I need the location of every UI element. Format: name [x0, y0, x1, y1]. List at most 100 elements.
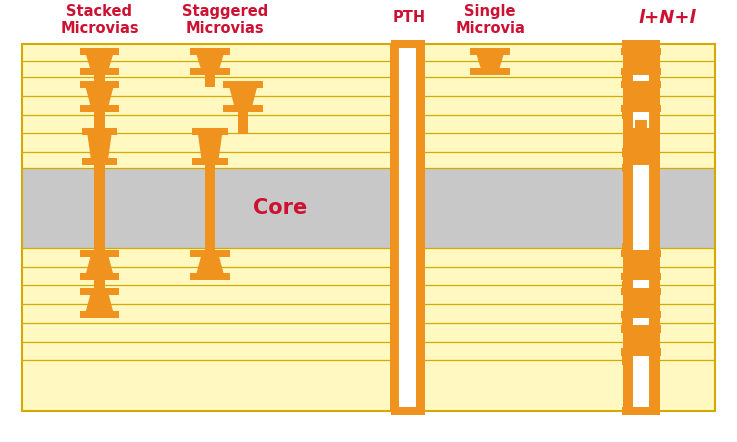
- Bar: [80, 105, 119, 112]
- Bar: [192, 128, 228, 135]
- Bar: [623, 44, 633, 411]
- Bar: [82, 158, 117, 165]
- Polygon shape: [229, 84, 257, 109]
- Polygon shape: [627, 328, 655, 353]
- Bar: [22, 44, 715, 411]
- Bar: [622, 281, 660, 290]
- Bar: [621, 311, 661, 318]
- Bar: [633, 355, 649, 366]
- Bar: [399, 44, 416, 411]
- Bar: [621, 288, 661, 295]
- Bar: [391, 149, 425, 156]
- Polygon shape: [196, 253, 224, 278]
- Polygon shape: [196, 51, 224, 72]
- Bar: [624, 158, 659, 165]
- Bar: [621, 105, 661, 112]
- Bar: [192, 158, 228, 165]
- Bar: [470, 48, 510, 55]
- Bar: [622, 356, 660, 365]
- Bar: [205, 165, 215, 250]
- Polygon shape: [85, 51, 113, 72]
- Bar: [635, 318, 647, 325]
- Bar: [633, 317, 649, 328]
- Bar: [391, 40, 425, 48]
- Bar: [223, 105, 263, 112]
- Bar: [399, 163, 416, 173]
- Bar: [399, 148, 416, 157]
- Bar: [633, 242, 649, 253]
- Bar: [22, 77, 715, 115]
- Bar: [391, 73, 425, 81]
- Bar: [22, 248, 715, 285]
- Bar: [622, 40, 660, 48]
- Bar: [391, 281, 425, 289]
- Polygon shape: [476, 51, 504, 72]
- Text: Core: Core: [253, 198, 307, 218]
- Bar: [391, 111, 425, 119]
- Bar: [624, 128, 659, 135]
- Bar: [633, 280, 649, 290]
- Bar: [633, 44, 649, 411]
- Bar: [622, 243, 660, 252]
- Bar: [622, 73, 660, 82]
- Bar: [621, 68, 661, 75]
- Bar: [22, 360, 715, 411]
- Polygon shape: [627, 291, 655, 315]
- Bar: [94, 69, 105, 87]
- Polygon shape: [627, 51, 655, 72]
- Bar: [633, 110, 649, 120]
- Bar: [399, 110, 416, 120]
- Text: Staggered: Staggered: [181, 4, 268, 19]
- Bar: [80, 81, 119, 88]
- Polygon shape: [85, 291, 113, 315]
- Bar: [22, 323, 715, 360]
- Bar: [622, 407, 660, 415]
- Bar: [205, 69, 215, 87]
- Bar: [621, 81, 661, 88]
- Text: Stacked: Stacked: [66, 4, 133, 19]
- Bar: [621, 250, 661, 257]
- Polygon shape: [627, 253, 655, 278]
- Bar: [391, 356, 425, 364]
- Polygon shape: [88, 131, 111, 163]
- Bar: [399, 355, 416, 365]
- Bar: [80, 68, 119, 75]
- Bar: [470, 68, 510, 75]
- Bar: [622, 148, 660, 157]
- Bar: [94, 165, 105, 250]
- Bar: [190, 48, 230, 55]
- Bar: [633, 72, 649, 83]
- Bar: [622, 164, 660, 172]
- Bar: [399, 280, 416, 290]
- Bar: [622, 318, 660, 327]
- Bar: [633, 163, 649, 173]
- Polygon shape: [198, 131, 222, 163]
- Bar: [94, 280, 105, 288]
- Bar: [80, 48, 119, 55]
- Text: l+N+l: l+N+l: [638, 9, 696, 27]
- Bar: [621, 273, 661, 280]
- Text: Microvias: Microvias: [186, 21, 264, 36]
- Bar: [621, 48, 661, 55]
- Bar: [649, 44, 660, 411]
- Bar: [82, 128, 117, 135]
- Polygon shape: [85, 253, 113, 278]
- Bar: [190, 68, 230, 75]
- Bar: [399, 243, 416, 252]
- Polygon shape: [629, 131, 653, 163]
- Bar: [80, 250, 119, 257]
- Bar: [22, 168, 715, 248]
- Bar: [391, 164, 425, 172]
- Bar: [80, 311, 119, 318]
- Text: PTH: PTH: [393, 10, 425, 25]
- Bar: [391, 407, 425, 415]
- Bar: [633, 147, 649, 158]
- Text: Microvias: Microvias: [60, 21, 139, 36]
- Bar: [399, 318, 416, 328]
- Bar: [80, 288, 119, 295]
- Bar: [391, 319, 425, 327]
- Bar: [22, 285, 715, 323]
- Bar: [190, 250, 230, 257]
- Bar: [22, 115, 715, 168]
- Bar: [223, 81, 263, 88]
